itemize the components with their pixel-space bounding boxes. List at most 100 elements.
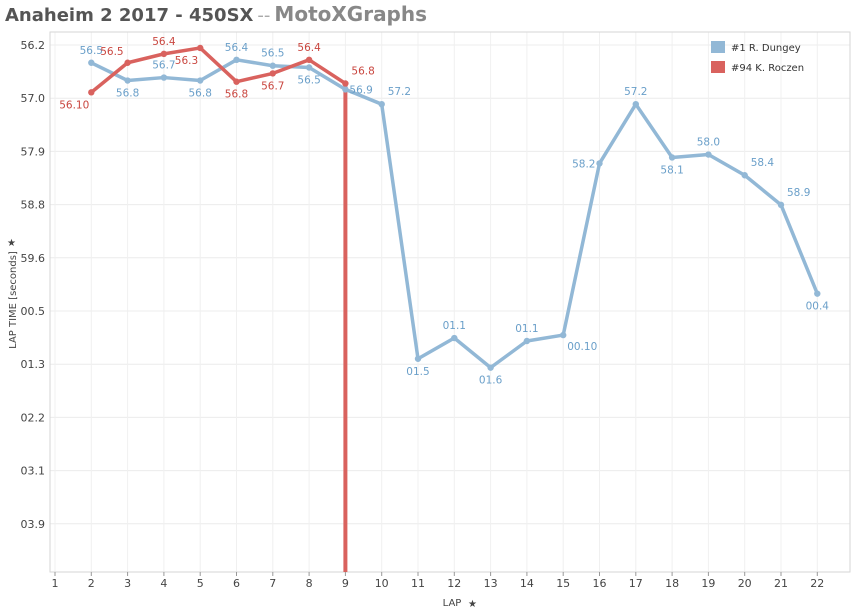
data-point-dungey	[160, 74, 168, 81]
x-tick-label: 17	[629, 577, 643, 590]
data-label-dungey: 58.1	[660, 164, 683, 176]
data-point-dungey	[560, 331, 567, 339]
y-tick-label: 57.0	[21, 92, 46, 105]
data-label-dungey: 56.7	[152, 60, 175, 72]
legend-label-roczen: #94 K. Roczen	[731, 63, 804, 74]
data-label-dungey: 56.8	[116, 88, 139, 100]
legend-label-dungey: #1 R. Dungey	[731, 43, 801, 54]
data-label-roczen: 56.4	[152, 36, 176, 48]
x-tick-label: 18	[665, 577, 679, 590]
data-point-roczen	[305, 56, 313, 63]
data-point-dungey	[632, 101, 639, 108]
y-axis-pin-icon: ★	[7, 238, 16, 249]
data-label-roczen: 56.7	[261, 80, 284, 92]
plot-area	[49, 31, 851, 573]
x-tick-label: 15	[556, 577, 570, 590]
data-label-dungey: 00.4	[806, 301, 830, 313]
data-label-roczen: 56.10	[59, 99, 89, 111]
x-tick-label: 20	[738, 577, 752, 590]
x-tick-label: 2	[88, 577, 95, 590]
data-label-dungey: 56.5	[261, 48, 284, 60]
legend-swatch-roczen	[711, 61, 725, 73]
x-tick-label: 6	[233, 577, 240, 590]
data-point-dungey	[378, 101, 385, 108]
data-point-dungey	[523, 337, 531, 345]
data-point-roczen	[233, 78, 240, 85]
data-point-dungey	[487, 364, 494, 371]
y-axis-title: LAP TIME [seconds]	[8, 251, 19, 349]
x-tick-label: 21	[774, 577, 788, 590]
data-label-dungey: 57.2	[624, 86, 647, 98]
y-tick-label: 03.9	[21, 518, 46, 531]
data-point-dungey	[705, 151, 712, 158]
data-point-dungey	[414, 355, 422, 362]
data-point-dungey	[741, 172, 748, 179]
data-label-roczen: 56.8	[351, 65, 374, 77]
data-label-dungey: 01.1	[515, 323, 538, 335]
data-point-dungey	[88, 59, 95, 66]
chart-title: Anaheim 2 2017 - 450SX -- MotoXGraphs	[5, 2, 427, 28]
axes: 56.2 57.0 57.9 58.8 59.6 00.5 01.3 02.2 03.1 03.9…	[7, 39, 824, 610]
x-tick-label: 8	[306, 577, 313, 590]
data-label-dungey: 56.5	[80, 45, 103, 57]
x-axis-pin-icon: ★	[468, 599, 477, 610]
y-tick-label: 01.3	[21, 358, 46, 371]
title-separator: --	[257, 5, 271, 26]
y-tick-label: 59.6	[21, 252, 46, 265]
x-tick-label: 12	[447, 577, 461, 590]
x-tick-label: 1	[52, 577, 59, 590]
x-tick-label: 14	[520, 577, 534, 590]
x-tick-label: 13	[484, 577, 498, 590]
data-label-roczen: 56.5	[100, 46, 123, 58]
x-tick-label: 11	[411, 577, 425, 590]
data-point-dungey	[305, 64, 313, 71]
legend-swatch-dungey	[711, 41, 725, 53]
data-point-dungey	[814, 290, 821, 297]
title-text: Anaheim 2 2017 - 450SX	[5, 5, 254, 26]
data-point-roczen	[342, 80, 349, 87]
y-tick-label: 03.1	[21, 465, 46, 478]
y-tick-label: 57.9	[21, 145, 46, 158]
x-axis-title: LAP	[443, 598, 462, 609]
data-point-dungey	[668, 154, 676, 161]
x-tick-label: 19	[701, 577, 715, 590]
x-tick-label: 10	[375, 577, 389, 590]
grid	[50, 32, 850, 572]
data-label-dungey: 01.6	[479, 375, 503, 387]
data-point-roczen	[269, 70, 276, 77]
x-tick-label: 9	[342, 577, 349, 590]
data-label-dungey: 56.5	[297, 74, 320, 86]
x-tick-label: 5	[197, 577, 204, 590]
data-label-dungey: 00.10	[567, 341, 597, 353]
data-label-roczen: 56.3	[175, 55, 198, 67]
data-point-dungey	[233, 56, 240, 63]
data-point-roczen	[160, 50, 168, 58]
data-point-roczen	[88, 89, 95, 96]
y-tick-label: 56.2	[21, 39, 46, 52]
data-label-roczen: 56.4	[297, 42, 321, 54]
data-label-dungey: 01.5	[406, 366, 429, 378]
data-point-dungey	[197, 77, 204, 84]
data-labels: 56.556.856.756.856.4 56.556.556.9 57.201.5…	[59, 36, 829, 387]
y-tick-label: 58.8	[21, 199, 46, 212]
data-label-dungey: 56.9	[349, 84, 372, 96]
data-point-dungey	[124, 77, 131, 84]
data-label-dungey: 57.2	[388, 86, 411, 98]
data-label-dungey: 56.4	[225, 42, 249, 54]
data-label-dungey: 58.2	[572, 158, 595, 170]
y-tick-label: 00.5	[21, 305, 46, 318]
data-point-dungey	[596, 160, 603, 167]
x-tick-label: 7	[269, 577, 276, 590]
series	[88, 44, 821, 572]
data-label-dungey: 58.4	[751, 157, 775, 169]
y-tick-label: 02.2	[21, 411, 46, 424]
data-point-dungey	[777, 201, 785, 209]
data-point-dungey	[269, 62, 276, 69]
x-tick-label: 16	[593, 577, 607, 590]
legend: #1 R. Dungey #94 K. Roczen	[711, 41, 804, 74]
x-tick-label: 22	[810, 577, 824, 590]
data-label-dungey: 01.1	[443, 320, 466, 332]
x-tick-label: 4	[160, 577, 167, 590]
brand-name: MotoXGraphs	[274, 2, 428, 26]
